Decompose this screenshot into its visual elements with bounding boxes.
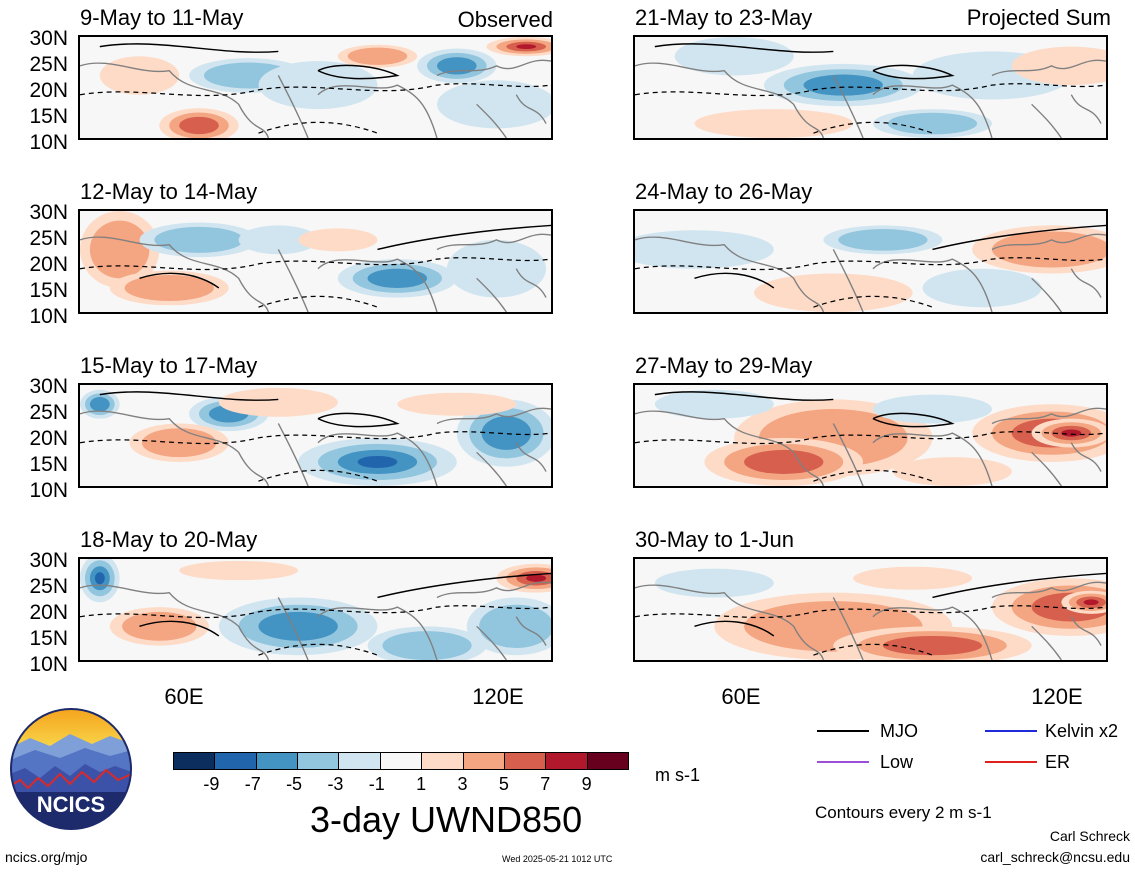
lat-label: 20N	[29, 253, 68, 276]
map-panel-right-1	[633, 35, 1108, 140]
colorbar-ticks: -9 -7 -5 -3 -1 1 3 5 7 9	[173, 774, 628, 796]
logo-text: NCICS	[37, 792, 105, 817]
colorbar-swatch	[214, 752, 257, 770]
lat-label: 10N	[29, 305, 68, 328]
wind-anomaly-map	[80, 385, 551, 486]
low-legend-label: Low	[880, 752, 914, 772]
panel-title-left-2: 12-May to 14-May	[80, 179, 258, 204]
colorbar-swatch	[545, 752, 588, 770]
lat-label: 20N	[29, 601, 68, 624]
lat-label: 30N	[29, 201, 68, 224]
colorbar-swatch	[173, 752, 216, 770]
colorbar-tick-label: -9	[203, 774, 220, 794]
panel-title-right-4: 30-May to 1-Jun	[635, 527, 794, 552]
lat-label: 30N	[29, 27, 68, 50]
lat-label: 25N	[29, 575, 68, 598]
panel-title-right-1: 21-May to 23-May	[635, 5, 813, 30]
projected-sum-label: Projected Sum	[966, 5, 1111, 30]
lat-label: 20N	[29, 427, 68, 450]
observed-label: Observed	[457, 7, 553, 32]
wind-anomaly-map	[635, 559, 1106, 660]
lat-label: 25N	[29, 53, 68, 76]
lat-label: 30N	[29, 375, 68, 398]
lat-label: 25N	[29, 227, 68, 250]
colorbar-swatch	[421, 752, 464, 770]
panel-title-right-3: 27-May to 29-May	[635, 353, 813, 378]
colorbar-swatch	[503, 752, 547, 770]
lat-label: 20N	[29, 79, 68, 102]
colorbar-swatch	[255, 752, 299, 770]
colorbar-tick-label: 3	[457, 774, 468, 794]
lon-label-120e-left: 120E	[472, 684, 524, 709]
lat-label: 15N	[29, 279, 68, 302]
map-panel-left-2	[78, 209, 553, 314]
map-panel-left-3	[78, 383, 553, 488]
colorbar-swatch	[297, 752, 340, 770]
panel-title-right-2: 24-May to 26-May	[635, 179, 813, 204]
colorbar-swatch	[462, 752, 505, 770]
contours-note: Contours every 2 m s-1	[815, 803, 992, 822]
map-panel-right-2	[633, 209, 1108, 314]
colorbar-tick-label: 1	[416, 774, 427, 794]
wind-anomaly-map	[80, 559, 551, 660]
timestamp: Wed 2025-05-21 1012 UTC	[502, 854, 613, 864]
lat-label: 15N	[29, 105, 68, 128]
panel-title-left-4: 18-May to 20-May	[80, 527, 258, 552]
map-panel-right-3	[633, 383, 1108, 488]
colorbar-tick-label: 9	[581, 774, 592, 794]
lat-label: 10N	[29, 479, 68, 502]
site-link[interactable]: ncics.org/mjo	[5, 849, 88, 865]
colorbar-swatch	[379, 752, 423, 770]
colorbar-tick-label: 7	[540, 774, 551, 794]
wind-anomaly-map	[635, 37, 1106, 138]
wind-anomaly-map	[635, 385, 1106, 486]
lon-label-60e-right: 60E	[721, 684, 761, 709]
colorbar-swatch	[586, 752, 629, 770]
panel-title-left-3: 15-May to 17-May	[80, 353, 258, 378]
mjo-legend-line	[817, 730, 869, 732]
colorbar-tick-label: -5	[286, 774, 303, 794]
map-panel-left-1	[78, 35, 553, 140]
colorbar-tick-label: -1	[368, 774, 385, 794]
colorbar-tick-label: 5	[498, 774, 509, 794]
lon-label-120e-right: 120E	[1031, 684, 1083, 709]
kelvin-legend-label: Kelvin x2	[1045, 721, 1119, 741]
colorbar-swatch	[338, 752, 381, 770]
ncics-logo: NCICS	[10, 708, 132, 830]
lat-label: 15N	[29, 453, 68, 476]
er-legend-label: ER	[1045, 752, 1071, 772]
colorbar-unit: m s-1	[655, 765, 700, 785]
main-title: 3-day UWND850	[310, 799, 583, 840]
wind-anomaly-map	[635, 211, 1106, 312]
author-email[interactable]: carl_schreck@ncsu.edu	[980, 849, 1130, 865]
lat-label: 10N	[29, 131, 68, 154]
author-name: Carl Schreck	[1049, 828, 1130, 844]
lat-label: 15N	[29, 627, 68, 650]
lon-label-60e-left: 60E	[164, 684, 204, 709]
map-panel-left-4	[78, 557, 553, 662]
panel-title-left-1: 9-May to 11-May	[80, 5, 244, 30]
mjo-legend-label: MJO	[880, 721, 918, 741]
lat-label: 10N	[29, 653, 68, 676]
colorbar-tick-label: -7	[244, 774, 261, 794]
wind-anomaly-map	[80, 37, 551, 138]
kelvin-legend-line	[985, 730, 1037, 732]
wind-anomaly-map	[80, 211, 551, 312]
colorbar-tick-label: -3	[327, 774, 344, 794]
low-legend-line	[817, 761, 869, 763]
lat-label: 30N	[29, 549, 68, 572]
er-legend-line	[985, 761, 1037, 763]
lat-label: 25N	[29, 401, 68, 424]
map-panel-right-4	[633, 557, 1108, 662]
colorbar	[173, 752, 629, 772]
